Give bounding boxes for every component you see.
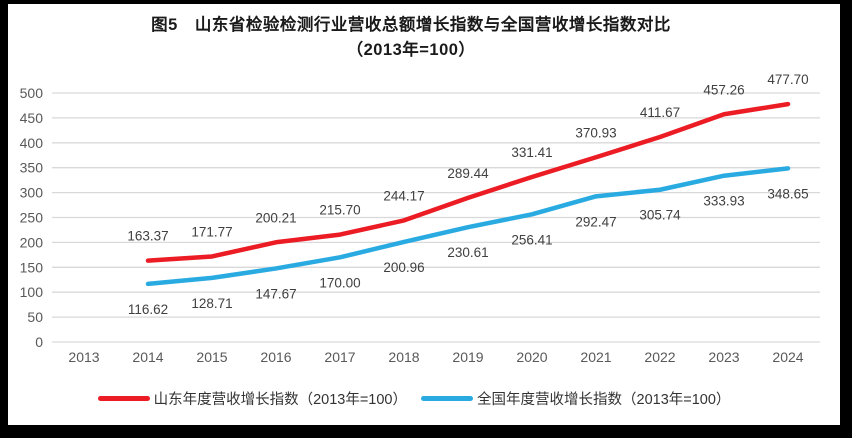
shandong-data-label: 200.21 (255, 210, 296, 225)
national-data-label: 147.67 (255, 286, 296, 301)
shandong-data-label: 477.70 (767, 72, 808, 87)
chart-title-line1: 图5 山东省检验检测行业营收总额增长指数与全国营收增长指数对比 (151, 16, 671, 34)
shandong-data-label: 244.17 (383, 188, 424, 203)
chart-title-line2: （2013年=100） (346, 41, 476, 59)
x-axis-tick-label: 2018 (388, 349, 419, 365)
y-axis-tick-label: 450 (20, 110, 44, 126)
national-data-label: 348.65 (767, 186, 808, 201)
national-data-label: 128.71 (191, 296, 232, 311)
y-axis-tick-label: 150 (20, 259, 44, 275)
national-data-label: 230.61 (447, 245, 488, 260)
y-axis-tick-label: 50 (27, 309, 43, 325)
legend-item-national: 全国年度营收增长指数（2013年=100） (421, 388, 730, 409)
shandong-data-label: 163.37 (127, 229, 168, 244)
frame-border-right (840, 0, 852, 438)
y-axis-tick-label: 250 (20, 210, 44, 226)
national-series-line (145, 166, 791, 287)
y-axis-tick-label: 300 (20, 185, 44, 201)
frame-border-bottom (0, 425, 852, 438)
y-axis-tick-label: 350 (20, 160, 44, 176)
national-data-label: 333.93 (703, 194, 744, 209)
y-axis-tick-label: 100 (20, 284, 44, 300)
shandong-data-label: 215.70 (319, 203, 360, 218)
national-data-label: 292.47 (575, 214, 616, 229)
x-axis-tick-label: 2023 (708, 349, 739, 365)
x-axis-tick-label: 2013 (68, 349, 99, 365)
x-axis-tick-label: 2020 (516, 349, 547, 365)
frame-border-top (0, 0, 852, 4)
national-data-label: 256.41 (511, 232, 552, 247)
x-axis-tick-label: 2014 (132, 349, 163, 365)
shandong-data-label: 370.93 (575, 125, 616, 140)
y-axis-tick-label: 0 (35, 334, 43, 350)
x-axis-tick-label: 2024 (772, 349, 803, 365)
legend-swatch-national-blue-line (421, 396, 473, 401)
shandong-data-label: 289.44 (447, 166, 489, 181)
shandong-data-label: 171.77 (191, 224, 232, 239)
national-data-label: 200.96 (383, 260, 424, 275)
national-data-label: 305.74 (639, 208, 681, 223)
x-axis-tick-label: 2015 (196, 349, 227, 365)
y-axis-tick-label: 400 (20, 135, 44, 151)
x-axis-tick-label: 2017 (324, 349, 355, 365)
x-axis-tick-label: 2016 (260, 349, 291, 365)
x-axis-tick-label: 2019 (452, 349, 483, 365)
national-data-label: 116.62 (128, 302, 168, 317)
shandong-series-line (145, 101, 791, 263)
y-axis-tick-label: 500 (20, 85, 44, 101)
legend-label-shandong: 山东年度营收增长指数（2013年=100） (153, 392, 407, 408)
legend-label-national: 全国年度营收增长指数（2013年=100） (477, 392, 731, 408)
frame-border-left (0, 0, 8, 438)
x-axis-tick-label: 2021 (580, 349, 611, 365)
shandong-data-label: 411.67 (640, 105, 680, 120)
chart-legend: 山东年度营收增长指数（2013年=100） 全国年度营收增长指数（2013年=1… (0, 388, 828, 409)
national-data-label: 170.00 (319, 275, 360, 290)
x-axis-tick-label: 2022 (644, 349, 675, 365)
y-axis-tick-label: 200 (20, 234, 44, 250)
legend-item-shandong: 山东年度营收增长指数（2013年=100） (97, 388, 407, 409)
chart-title: 图5 山东省检验检测行业营收总额增长指数与全国营收增长指数对比 （2013年=1… (25, 13, 797, 63)
legend-swatch-shandong-red-line (97, 396, 150, 401)
shandong-data-label: 331.41 (511, 145, 552, 160)
shandong-data-label: 457.26 (703, 82, 744, 97)
